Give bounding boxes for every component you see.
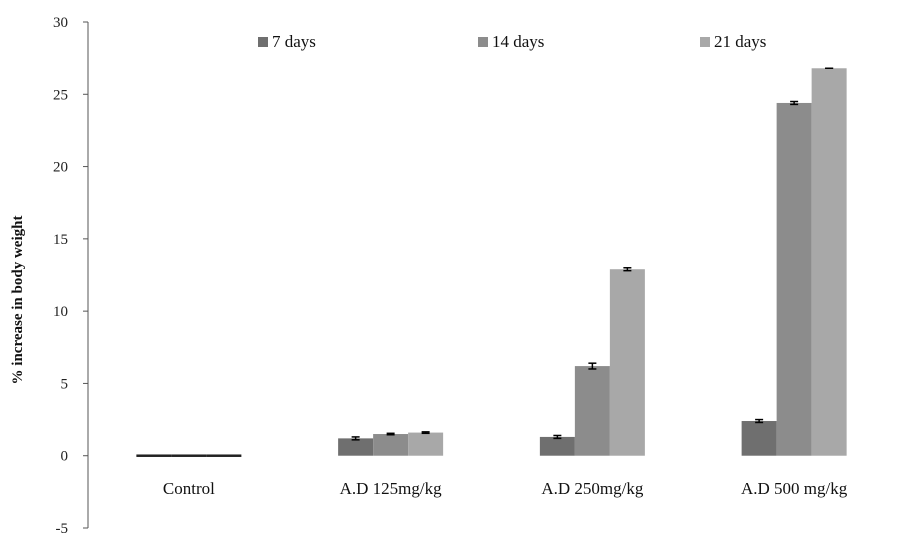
bar-21-days-2 bbox=[609, 269, 645, 456]
y-tick-label: 10 bbox=[53, 304, 68, 320]
legend: 7 days 14 days 21 days bbox=[258, 32, 766, 51]
bar-14-days-1 bbox=[373, 434, 409, 456]
y-tick-label: -5 bbox=[56, 521, 69, 534]
legend-swatch bbox=[478, 37, 488, 47]
category-label: A.D 500 mg/kg bbox=[741, 479, 848, 498]
legend-label: 7 days bbox=[272, 32, 316, 51]
category-label: A.D 250mg/kg bbox=[541, 479, 644, 498]
bar-21-days-1 bbox=[408, 432, 444, 456]
bar-7-days-3 bbox=[741, 421, 777, 456]
legend-swatch bbox=[258, 37, 268, 47]
bar-21-days-0 bbox=[206, 454, 242, 457]
y-tick-label: 15 bbox=[53, 232, 68, 248]
y-tick-label: 0 bbox=[61, 449, 69, 465]
bar-7-days-1 bbox=[338, 438, 374, 456]
bars bbox=[136, 67, 847, 457]
bar-7-days-2 bbox=[539, 436, 575, 456]
x-axis-labels: Control A.D 125mg/kg A.D 250mg/kg A.D 500 m… bbox=[163, 479, 848, 498]
y-tick-label: 20 bbox=[53, 160, 68, 176]
category-label: A.D 125mg/kg bbox=[340, 479, 443, 498]
legend-swatch bbox=[700, 37, 710, 47]
y-tick-label: 25 bbox=[53, 87, 68, 103]
y-axis: -5 0 5 10 15 20 25 30 bbox=[53, 15, 89, 534]
bar-14-days-3 bbox=[776, 102, 812, 456]
bar-14-days-2 bbox=[574, 366, 610, 456]
y-axis-title: % increase in body weight bbox=[10, 216, 26, 385]
y-tick-label: 30 bbox=[53, 15, 68, 31]
bar-21-days-3 bbox=[811, 68, 847, 456]
bar-14-days-0 bbox=[171, 454, 207, 457]
legend-label: 21 days bbox=[714, 32, 766, 51]
legend-label: 14 days bbox=[492, 32, 544, 51]
bar-7-days-0 bbox=[136, 454, 172, 457]
y-tick-label: 5 bbox=[61, 376, 69, 392]
category-label: Control bbox=[163, 479, 215, 498]
